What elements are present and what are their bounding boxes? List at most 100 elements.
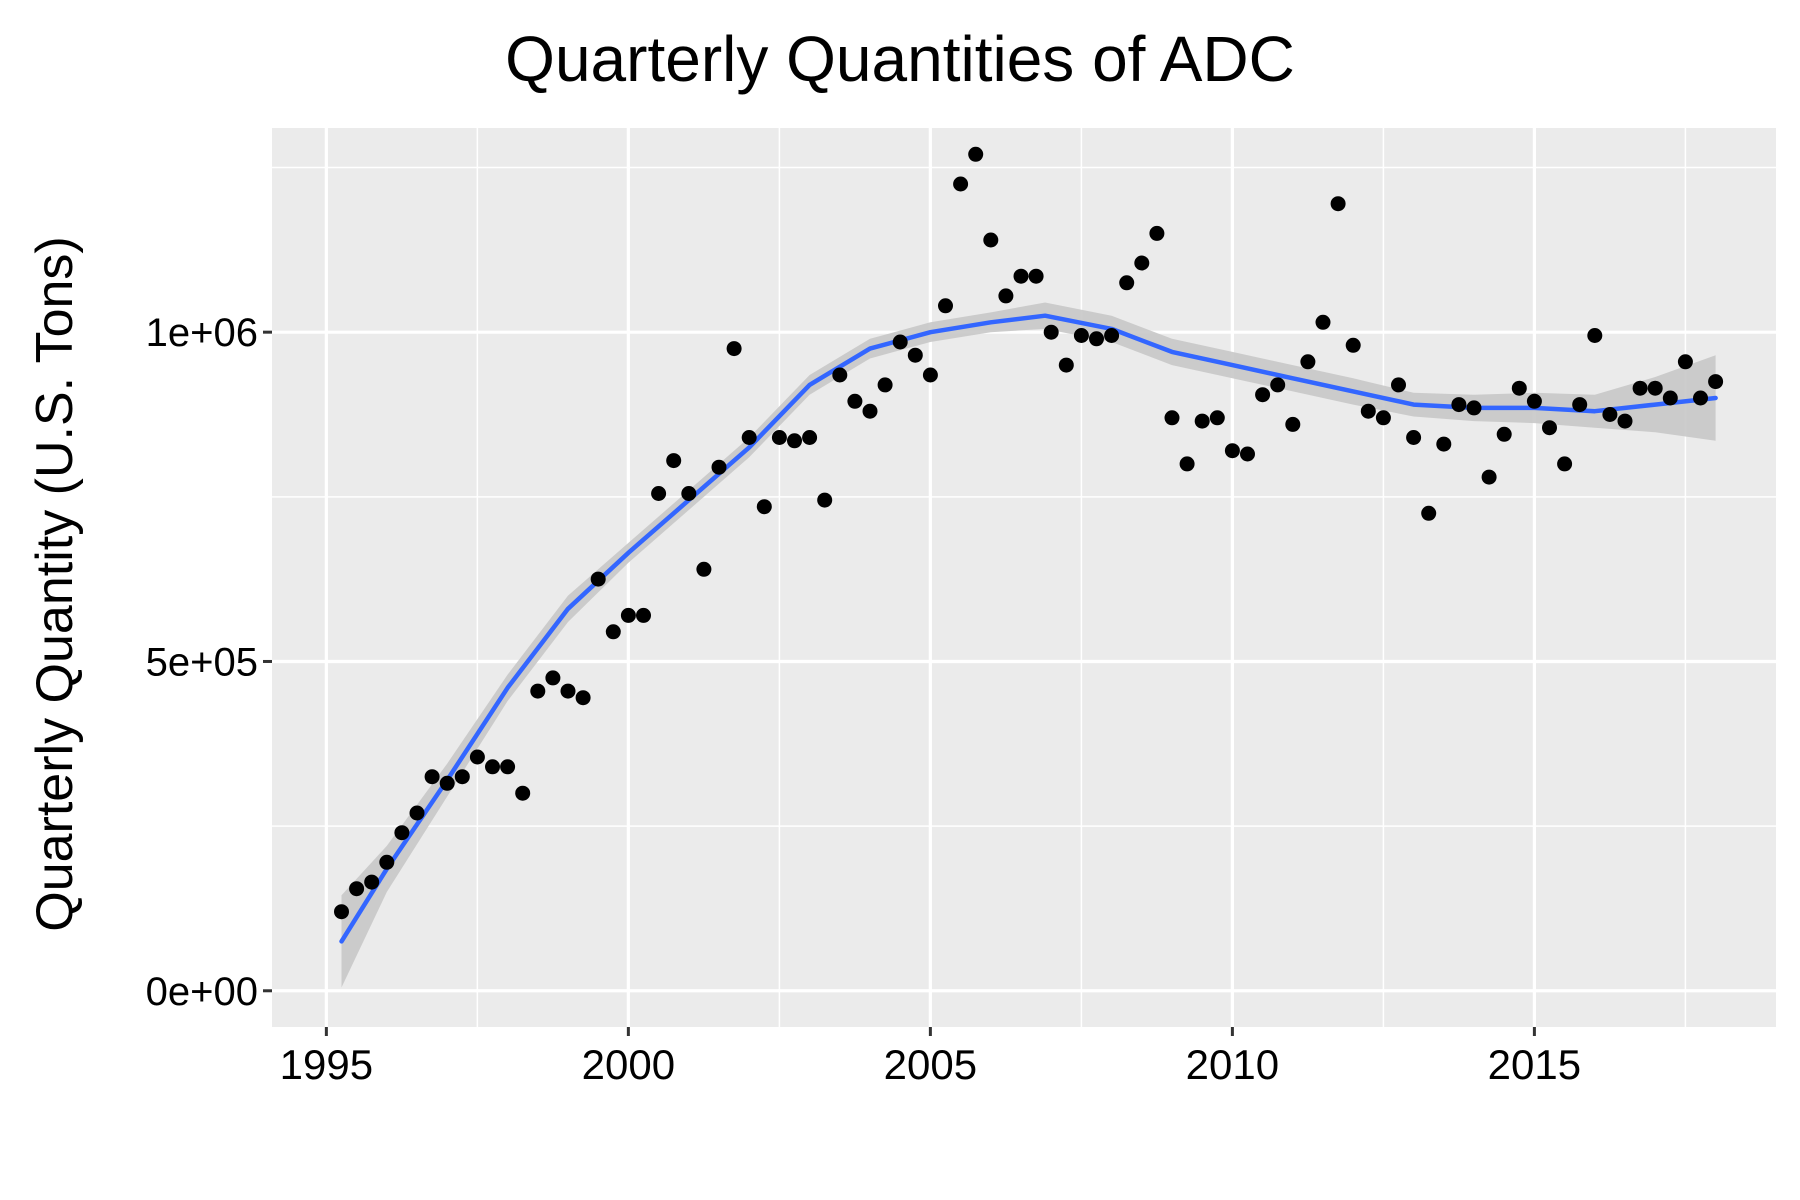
data-point — [469, 749, 485, 765]
data-point — [1587, 328, 1603, 343]
data-point — [1194, 413, 1210, 429]
data-point — [802, 430, 818, 445]
data-point — [1134, 255, 1150, 271]
x-tick-label: 2000 — [582, 1041, 675, 1088]
data-point — [1224, 443, 1240, 459]
smooth-trend-line — [339, 313, 1718, 944]
data-point — [1073, 328, 1089, 343]
data-point — [1451, 397, 1467, 413]
data-point — [1104, 328, 1120, 343]
data-point — [424, 769, 440, 785]
data-point — [1285, 416, 1301, 432]
data-point — [832, 367, 848, 383]
data-point — [696, 561, 712, 577]
data-point — [575, 690, 591, 706]
data-point — [454, 769, 470, 785]
data-point — [1345, 337, 1361, 353]
data-point — [968, 146, 984, 162]
data-point — [877, 377, 893, 393]
minor-gridlines — [272, 128, 1776, 1027]
data-point — [349, 881, 365, 897]
data-point — [787, 433, 802, 449]
data-point — [1209, 410, 1225, 426]
data-point — [560, 683, 576, 699]
x-tick-label: 1995 — [280, 1041, 373, 1088]
data-point — [1511, 380, 1527, 396]
data-point — [605, 624, 621, 640]
data-point — [1526, 393, 1542, 409]
data-point — [771, 430, 787, 445]
data-point — [1179, 456, 1195, 472]
data-point — [1360, 403, 1376, 419]
data-point — [756, 499, 772, 515]
data-point — [334, 904, 349, 920]
data-point — [636, 607, 651, 623]
data-point — [394, 825, 410, 841]
data-point — [409, 805, 425, 821]
data-point — [1028, 268, 1044, 284]
data-point — [1602, 407, 1618, 422]
data-point — [500, 759, 516, 775]
data-point — [1617, 413, 1633, 429]
data-point — [1315, 314, 1331, 330]
data-point — [379, 854, 395, 870]
data-point — [485, 759, 500, 775]
data-point — [1677, 354, 1693, 370]
data-point — [711, 459, 727, 475]
data-point — [1647, 380, 1663, 396]
data-point — [545, 670, 561, 686]
data-point — [938, 298, 953, 314]
data-point — [1043, 324, 1059, 340]
data-point — [620, 607, 636, 623]
data-point — [1708, 374, 1724, 390]
x-tick-label: 2005 — [884, 1041, 977, 1088]
data-point — [1119, 275, 1135, 291]
data-point — [651, 486, 667, 501]
data-point — [1496, 426, 1512, 442]
data-point — [515, 785, 531, 801]
data-point — [681, 486, 697, 501]
data-point — [1300, 354, 1316, 370]
data-point — [922, 367, 938, 383]
data-point — [1693, 390, 1708, 406]
plot-panel — [272, 128, 1776, 1027]
data-point — [953, 176, 969, 192]
data-point — [983, 232, 999, 248]
y-tick-label: 0e+00 — [146, 970, 258, 1014]
data-point — [1557, 456, 1573, 472]
x-tick-label: 2015 — [1488, 1041, 1581, 1088]
data-point — [666, 453, 682, 469]
data-point — [1481, 469, 1497, 485]
major-gridlines — [272, 128, 1776, 1027]
data-point — [1421, 505, 1437, 521]
data-point — [1164, 410, 1180, 426]
chart-title: Quarterly Quantities of ADC — [505, 23, 1295, 95]
x-axis: 1995 2000 2005 2010 2015 — [280, 1027, 1581, 1088]
data-point — [1572, 397, 1588, 413]
data-point — [1330, 196, 1346, 212]
data-point — [862, 403, 878, 419]
data-point — [439, 775, 455, 791]
data-point — [1466, 400, 1482, 416]
data-point — [907, 347, 923, 363]
data-point — [1089, 331, 1104, 347]
data-point — [1632, 380, 1648, 396]
data-point — [1662, 390, 1678, 406]
data-point — [998, 288, 1014, 304]
data-point — [1391, 377, 1406, 393]
data-point — [1406, 430, 1422, 445]
smooth-line-layer — [339, 313, 1718, 944]
y-tick-label: 5e+05 — [146, 640, 258, 684]
data-point — [1375, 410, 1391, 426]
y-tick-label: 1e+06 — [146, 311, 258, 355]
data-point — [364, 874, 380, 890]
data-point — [530, 683, 546, 699]
data-points-layer — [334, 146, 1724, 920]
data-point — [1240, 446, 1255, 462]
data-point — [1058, 357, 1074, 373]
data-point — [590, 571, 606, 587]
x-tick-label: 2010 — [1186, 1041, 1279, 1088]
data-point — [1013, 268, 1029, 284]
data-point — [1436, 436, 1452, 452]
